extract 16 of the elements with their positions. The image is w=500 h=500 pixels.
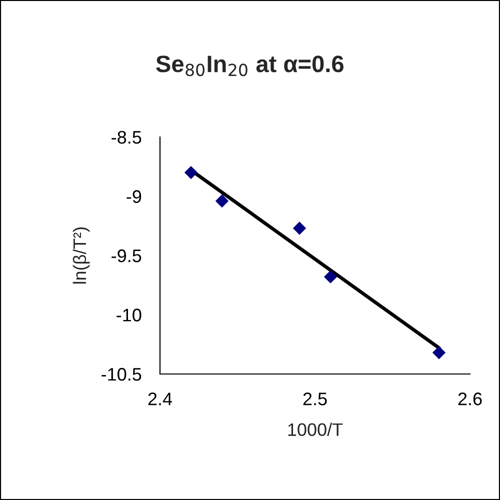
x-tick-label: 2.4 — [148, 392, 172, 406]
point — [292, 222, 306, 235]
x-axis-title: 1000/T — [288, 422, 343, 436]
y-tick-label: -8.5 — [112, 130, 142, 144]
point — [215, 194, 229, 208]
point — [324, 270, 338, 284]
y-axis-title: ln(β/T²) — [72, 227, 90, 284]
y-tick-label: -9.5 — [112, 249, 142, 262]
point — [184, 166, 198, 180]
point — [432, 346, 446, 360]
y-tick-label: -10 — [116, 308, 142, 322]
x-tick-label: 2.5 — [303, 392, 327, 406]
y-tick-label: -10.5 — [102, 368, 142, 381]
y-tick-label: -9 — [126, 190, 142, 203]
chart-title: Se$_{80}$In$_{20}$ at α=0.6 — [156, 56, 344, 76]
x-tick-label: 2.6 — [458, 392, 482, 406]
